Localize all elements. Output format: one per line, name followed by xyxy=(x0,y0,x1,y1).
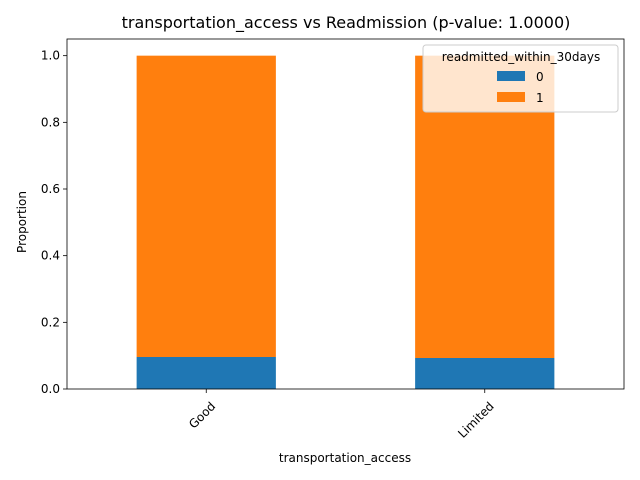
chart-title: transportation_access vs Readmission (p-… xyxy=(122,13,571,33)
x-tick-label: Limited xyxy=(455,399,497,441)
bar-good-series-1 xyxy=(136,55,276,358)
y-tick-label: 0.6 xyxy=(41,182,60,196)
legend-swatch-1 xyxy=(497,92,525,102)
bar-good-series-0 xyxy=(136,357,276,389)
legend-label-1: 1 xyxy=(536,91,544,105)
y-tick-label: 1.0 xyxy=(41,49,60,63)
y-axis-label: Proportion xyxy=(15,191,29,253)
y-tick-label: 0.0 xyxy=(41,382,60,396)
plot-frame xyxy=(66,38,625,390)
legend-swatch-0 xyxy=(497,71,525,81)
x-tick-label: Good xyxy=(186,399,218,431)
legend-label-0: 0 xyxy=(536,70,544,84)
bar-limited-series-0 xyxy=(415,358,555,389)
x-axis-label: transportation_access xyxy=(279,451,411,465)
y-tick-label: 0.2 xyxy=(41,315,60,329)
legend-title: readmitted_within_30days xyxy=(442,50,600,64)
legend: readmitted_within_30days 0 1 xyxy=(422,44,619,113)
y-tick-label: 0.4 xyxy=(41,249,60,263)
y-tick-label: 0.8 xyxy=(41,115,60,129)
